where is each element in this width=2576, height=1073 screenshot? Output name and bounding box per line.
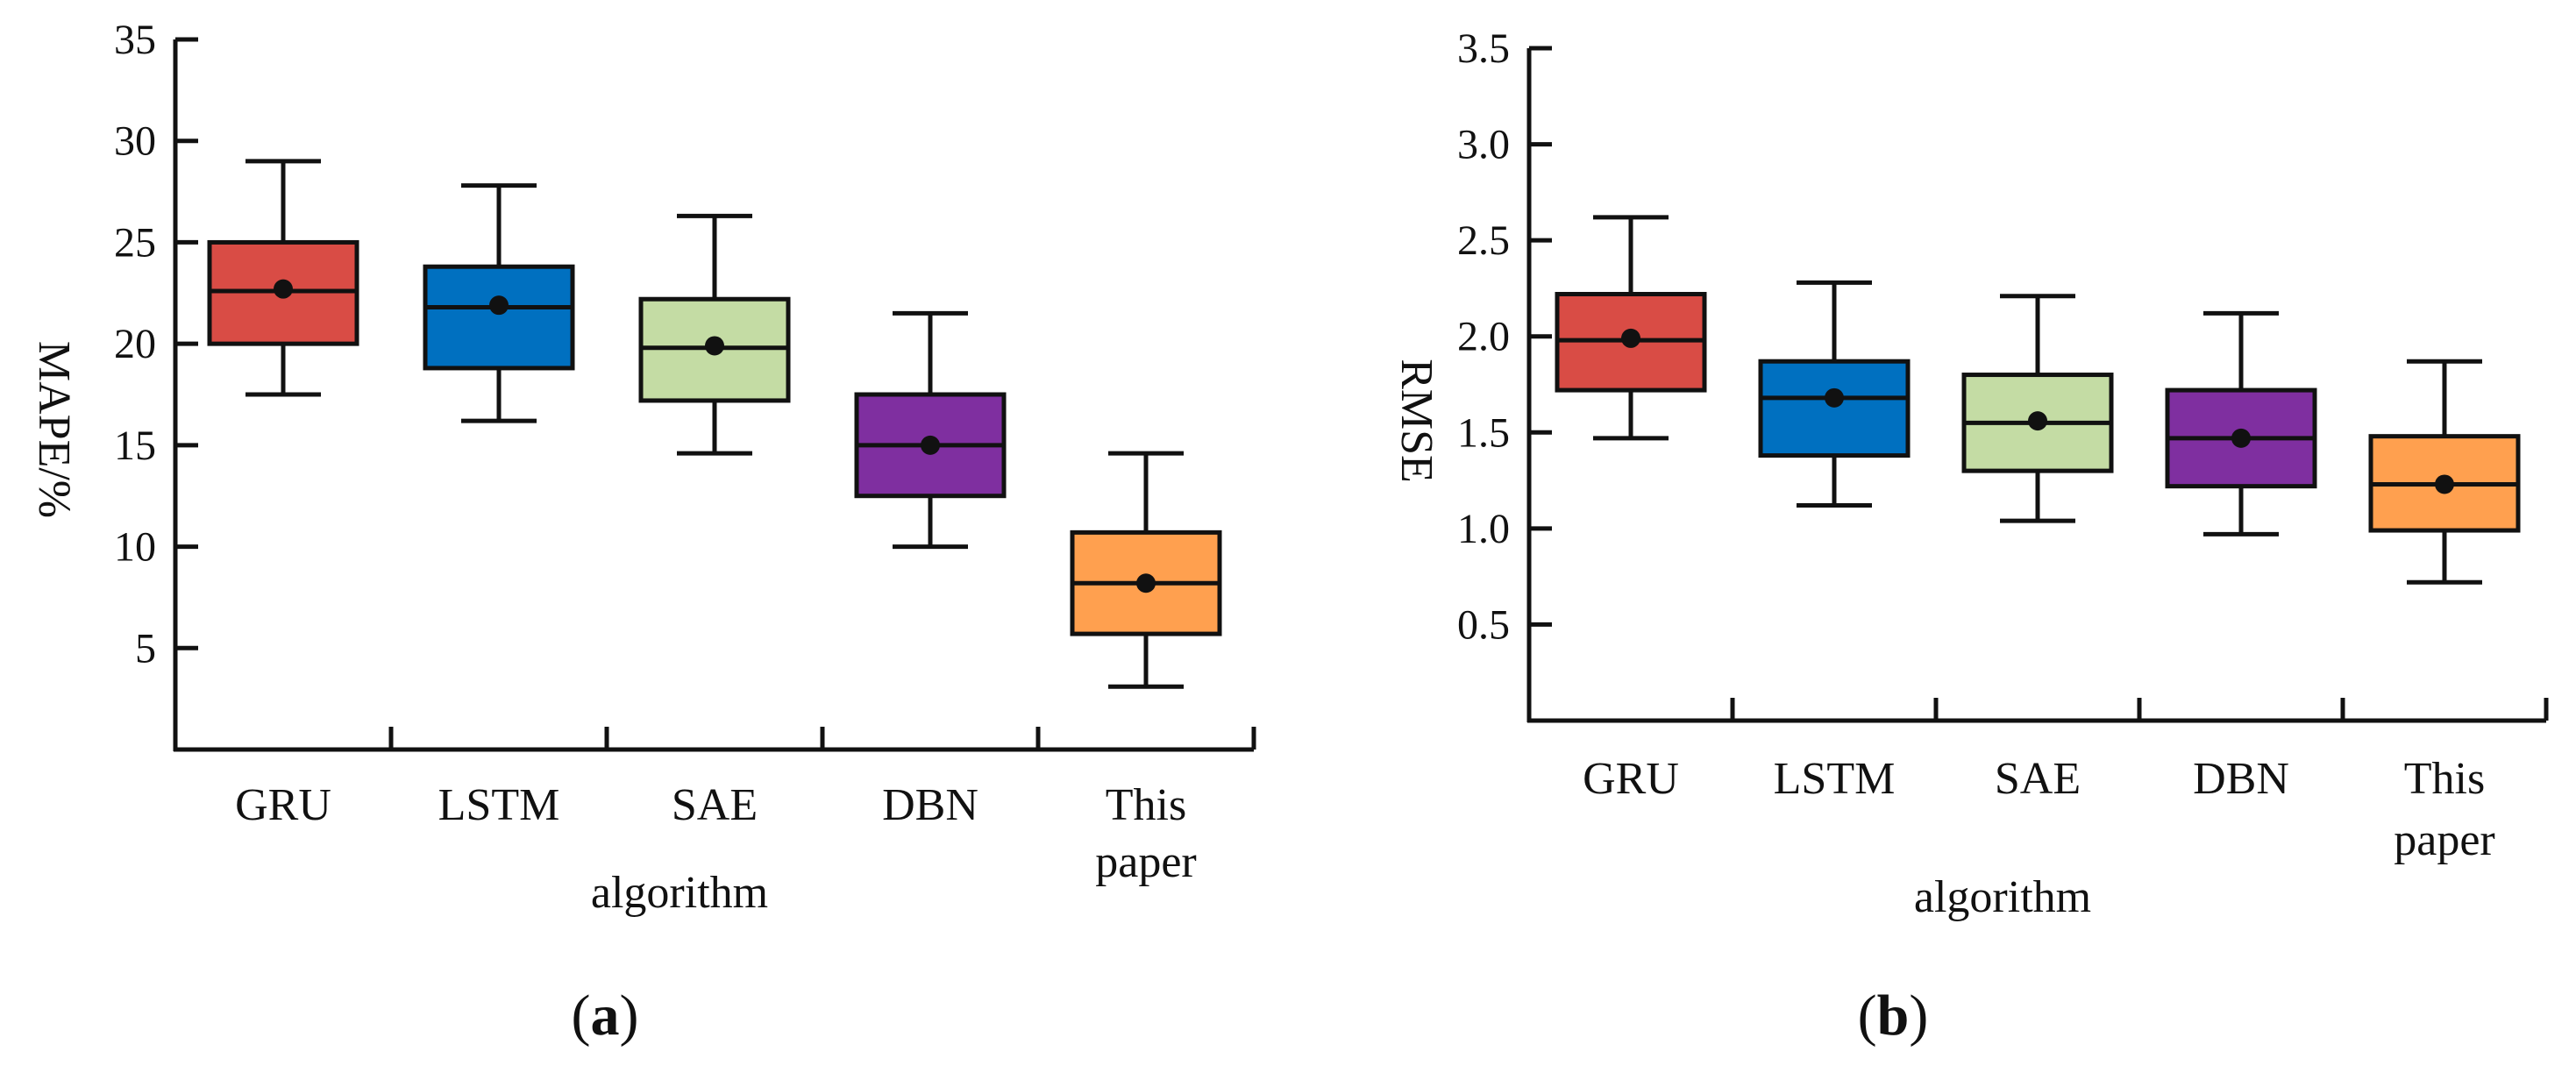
chart-panel-a: 5 10 15 20 25 30 35 GRU LSTM SAE DBN This paper algor… xyxy=(29,17,1256,1048)
mean-point xyxy=(1825,387,1844,408)
mean-point xyxy=(2435,474,2454,494)
y-tick-label: 5 xyxy=(135,625,156,672)
box-lstm xyxy=(423,183,575,423)
category-label: LSTM xyxy=(438,780,560,830)
x-axis-title: algorithm xyxy=(1914,872,2091,922)
panel-label: (a) xyxy=(572,984,639,1048)
category-label-line2: paper xyxy=(1095,837,1196,887)
panel-label: (b) xyxy=(1858,984,1929,1048)
y-tick-label: 0.5 xyxy=(1457,601,1510,648)
y-tick-label: 1.5 xyxy=(1457,409,1510,456)
category-label: DBN xyxy=(882,780,978,830)
mean-point xyxy=(1621,328,1640,348)
y-tick-label: 35 xyxy=(114,17,156,63)
mean-point xyxy=(2231,428,2251,448)
iqr-box xyxy=(423,264,575,371)
category-label-line1: This xyxy=(1106,780,1186,830)
y-tick-label: 10 xyxy=(114,524,156,571)
y-tick-label: 20 xyxy=(114,321,156,367)
mean-point xyxy=(705,336,724,356)
box-sae xyxy=(638,213,791,456)
category-label: GRU xyxy=(1583,754,1679,804)
box-this-paper xyxy=(2368,359,2521,585)
mean-point xyxy=(274,279,293,299)
box-gru xyxy=(1555,215,1707,441)
category-label-line2: paper xyxy=(2394,815,2494,865)
box-this-paper xyxy=(1070,451,1222,689)
box-dbn xyxy=(854,310,1007,550)
mean-point xyxy=(921,435,940,455)
y-tick-label: 2.5 xyxy=(1457,217,1510,264)
mean-point xyxy=(1136,573,1156,593)
y-tick-label: 3.5 xyxy=(1457,25,1510,72)
chart-panel-b: 0.5 1.0 1.5 2.0 2.5 3.0 3.5 GRU LSTM SAE DBN This pa… xyxy=(1391,25,2549,1048)
y-tick-label: 15 xyxy=(114,423,156,469)
y-tick-label: 25 xyxy=(114,219,156,266)
y-tick-label: 30 xyxy=(114,118,156,165)
iqr-box xyxy=(1758,359,1911,458)
mean-point xyxy=(489,295,509,316)
y-tick-label: 3.0 xyxy=(1457,122,1510,168)
category-label: SAE xyxy=(1995,754,2081,804)
category-label: SAE xyxy=(672,780,758,830)
x-axis-title: algorithm xyxy=(591,868,768,918)
category-label-line1: This xyxy=(2404,754,2485,804)
y-tick-label: 2.0 xyxy=(1457,314,1510,360)
category-label: GRU xyxy=(235,780,331,830)
mean-point xyxy=(2028,411,2047,431)
box-gru xyxy=(207,159,359,397)
y-axis-title: MAPE/% xyxy=(29,341,79,518)
category-label: DBN xyxy=(2193,754,2289,804)
y-tick-label: 1.0 xyxy=(1457,506,1510,552)
category-label: LSTM xyxy=(1774,754,1896,804)
box-lstm xyxy=(1758,280,1911,508)
y-axis-title: RMSE xyxy=(1391,359,1441,483)
box-sae xyxy=(1961,294,2114,523)
box-dbn xyxy=(2165,310,2317,536)
